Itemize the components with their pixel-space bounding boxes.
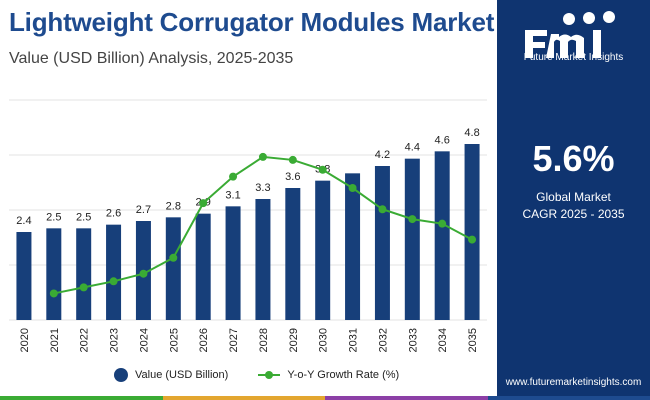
growth-point <box>49 289 58 298</box>
growth-point <box>318 165 327 174</box>
bar-value-label: 4.6 <box>435 134 450 146</box>
bar-value-label: 2.5 <box>76 211 91 223</box>
bar-value-label: 2.8 <box>166 200 181 212</box>
x-tick-label: 2022 <box>79 328 91 352</box>
x-tick-label: 2028 <box>258 328 270 352</box>
x-tick-label: 2031 <box>348 328 360 352</box>
growth-point <box>348 184 357 192</box>
bar-series <box>16 144 480 320</box>
cagr-value: 5.6% <box>532 138 615 179</box>
bottom-strip-segment <box>325 396 488 400</box>
legend-bar-swatch <box>114 368 128 382</box>
bar-value-label: 4.4 <box>405 142 420 154</box>
bottom-color-strip <box>0 396 650 400</box>
growth-point <box>139 269 148 278</box>
bar-value-labels: 2.42.52.52.62.72.82.93.13.33.63.84.24.44… <box>16 127 479 227</box>
x-tick-label: 2032 <box>377 328 389 352</box>
chart-area: 2.42.52.52.62.72.82.93.13.33.63.84.24.44… <box>9 99 487 352</box>
x-tick-label: 2027 <box>228 328 240 352</box>
growth-point <box>288 155 297 164</box>
growth-point <box>378 205 387 214</box>
x-tick-label: 2035 <box>467 328 479 352</box>
bar <box>195 213 211 320</box>
cagr-caption-line1: Global Market <box>536 190 611 204</box>
x-tick-label: 2023 <box>109 328 121 352</box>
bottom-strip-segment <box>0 396 163 400</box>
bar <box>225 206 241 320</box>
bar-value-label: 4.8 <box>464 127 479 139</box>
growth-point <box>468 235 477 244</box>
x-tick-label: 2021 <box>49 328 61 352</box>
bar-value-label: 2.6 <box>106 208 121 220</box>
x-tick-label: 2029 <box>288 328 300 352</box>
bar-value-label: 4.2 <box>375 149 390 161</box>
chart-title: Lightweight Corrugator Modules Market <box>9 7 495 37</box>
x-tick-label: 2034 <box>437 328 449 352</box>
sidebar-panel: Future Market Insights 5.6% Global Marke… <box>497 0 650 400</box>
bar <box>255 199 271 320</box>
x-tick-label: 2030 <box>318 328 330 352</box>
bar <box>374 166 390 320</box>
growth-point <box>109 277 118 286</box>
bar <box>46 228 62 320</box>
legend-line-label: Y-o-Y Growth Rate (%) <box>287 369 400 381</box>
logo-wordmark: Future Market Insights <box>523 52 624 63</box>
bar <box>315 180 331 320</box>
bar-value-label: 2.4 <box>16 215 31 227</box>
bottom-strip-segment <box>162 396 325 400</box>
bar <box>345 173 361 320</box>
bar <box>464 144 480 320</box>
bar-value-label: 2.7 <box>136 204 151 216</box>
bar <box>16 232 32 320</box>
bar <box>404 158 420 320</box>
growth-point <box>199 199 208 208</box>
bar-value-label: 2.5 <box>46 211 61 223</box>
chart-legend: Value (USD Billion) Y-o-Y Growth Rate (%… <box>114 368 399 382</box>
bar <box>165 217 181 320</box>
bar <box>106 224 122 320</box>
growth-point <box>169 253 178 262</box>
bar-value-label: 3.3 <box>255 182 270 194</box>
growth-point <box>258 152 267 161</box>
x-tick-label: 2020 <box>19 328 31 352</box>
bar <box>76 228 92 320</box>
x-tick-label: 2033 <box>407 328 419 352</box>
legend-line-swatch <box>258 368 281 382</box>
website-link[interactable]: www.futuremarketinsights.com <box>505 377 642 388</box>
chart-subtitle: Value (USD Billion) Analysis, 2025-2035 <box>9 50 294 67</box>
legend-bar-label: Value (USD Billion) <box>135 369 229 381</box>
growth-line-series <box>49 152 477 298</box>
bar-value-label: 3.6 <box>285 171 300 183</box>
x-tick-label: 2025 <box>168 328 180 352</box>
bar <box>434 151 450 320</box>
growth-point <box>438 219 447 228</box>
bar-value-label: 3.1 <box>225 189 240 201</box>
growth-point <box>408 215 417 224</box>
x-tick-label: 2026 <box>198 328 210 352</box>
x-axis-tick-labels: 2020 2021 2022 2023 2024 2025 2026 2027 2028 2029… <box>19 328 479 352</box>
cagr-caption-line2: CAGR 2025 - 2035 <box>522 207 625 221</box>
bottom-strip-segment <box>487 396 650 400</box>
growth-point <box>79 283 88 292</box>
growth-point <box>229 172 238 181</box>
fmi-logo-icon <box>525 11 615 58</box>
x-tick-label: 2024 <box>138 328 150 352</box>
bar <box>285 188 301 320</box>
